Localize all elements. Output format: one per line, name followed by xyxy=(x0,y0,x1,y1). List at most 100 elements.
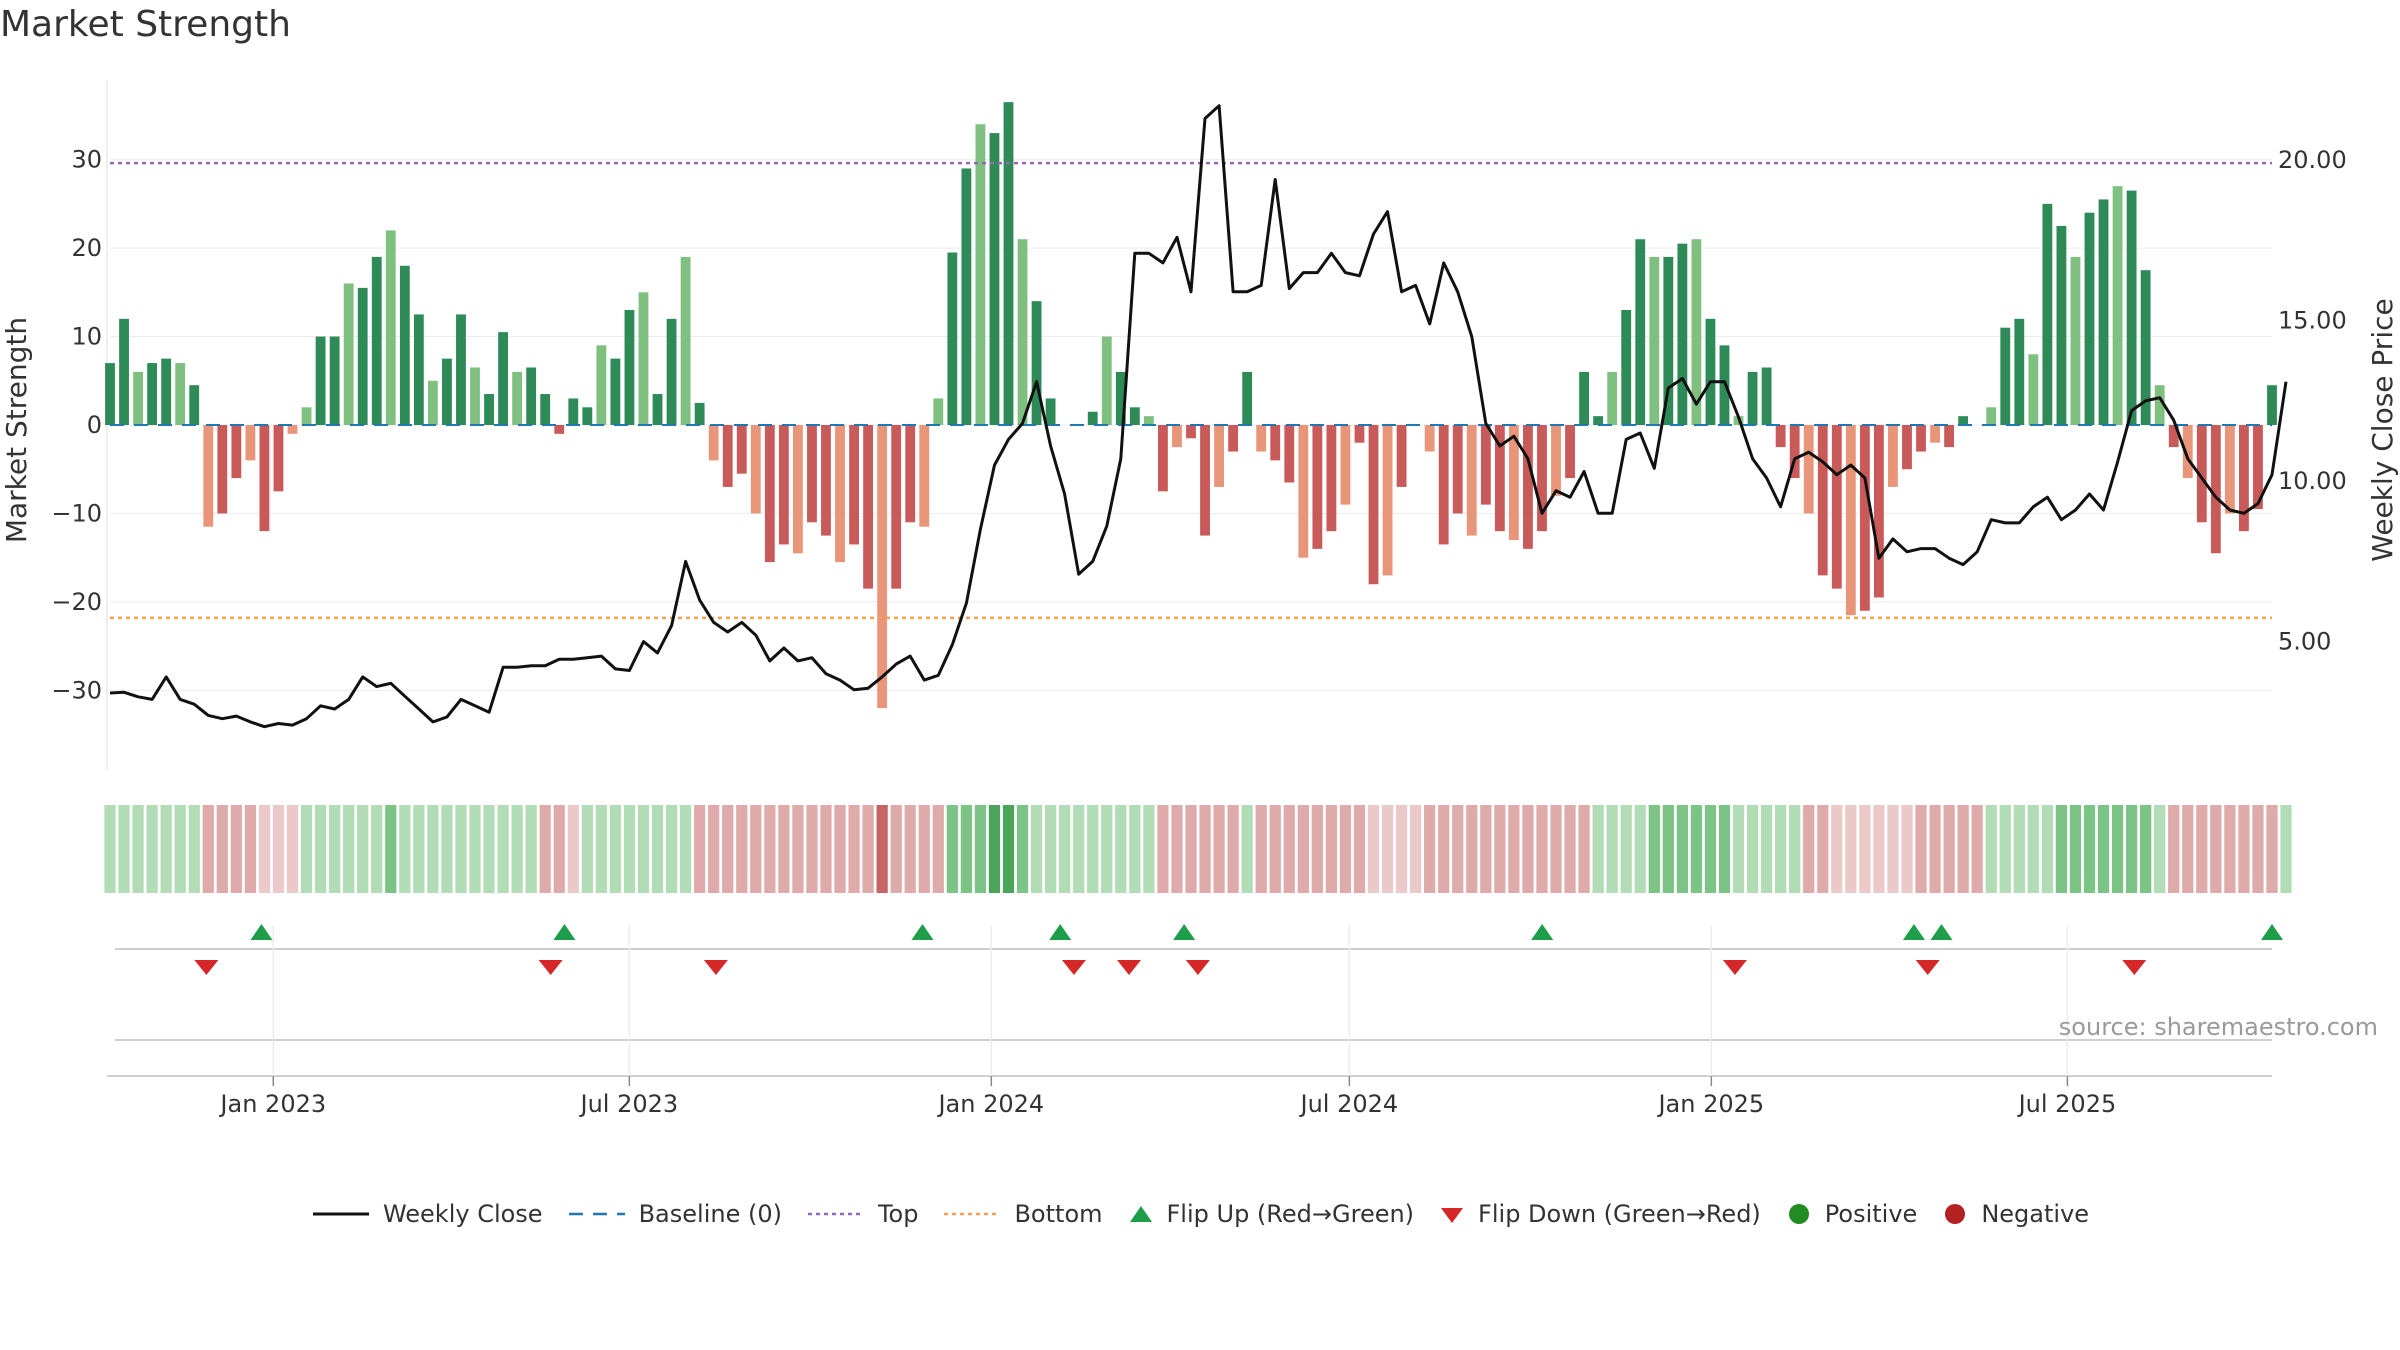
band-cell xyxy=(918,805,930,893)
band-cell xyxy=(1283,805,1295,893)
strength-bar xyxy=(1480,425,1491,505)
band-cell xyxy=(1395,805,1408,893)
band-cell xyxy=(2168,805,2180,893)
band-cell xyxy=(1676,805,1688,893)
strength-bar xyxy=(1242,371,1253,425)
band-cell xyxy=(890,805,902,893)
strength-bar xyxy=(413,314,424,425)
flip-up-marker xyxy=(1531,924,1554,940)
strength-bar xyxy=(371,256,382,425)
flip-down-marker xyxy=(703,960,728,975)
strength-bar xyxy=(105,363,115,425)
band-cell xyxy=(792,805,804,893)
legend-label: Top xyxy=(877,1200,919,1228)
strength-bar xyxy=(596,345,607,425)
strength-bar xyxy=(736,425,747,474)
strength-bar xyxy=(231,425,242,479)
band-cell xyxy=(722,805,734,893)
legend-item: Flip Up (Red→Green) xyxy=(1127,1200,1415,1228)
band-cell xyxy=(1424,805,1436,893)
band-cell xyxy=(904,805,916,893)
band-cell xyxy=(146,805,158,893)
flip-down-marker xyxy=(2122,960,2147,975)
band-cell xyxy=(1452,805,1464,893)
x-tick-label: Jan 2024 xyxy=(936,1090,1044,1118)
strength-bar xyxy=(1312,425,1323,549)
bottom-legend-swatch xyxy=(944,1212,1001,1216)
band-cell xyxy=(1044,805,1057,893)
strength-bar xyxy=(1845,425,1856,616)
strength-bar xyxy=(1888,425,1898,487)
band-cell xyxy=(2013,805,2025,893)
band-cell xyxy=(174,805,186,893)
strength-bar xyxy=(301,407,312,425)
band-cell xyxy=(960,805,972,893)
strength-bar xyxy=(1691,239,1702,425)
band-cell xyxy=(1269,805,1281,893)
x-tick-label: Jul 2024 xyxy=(1299,1090,1399,1118)
strength-bar xyxy=(2000,327,2011,425)
flip-up-marker xyxy=(1173,924,1196,940)
band-cell xyxy=(132,805,144,893)
band-cell xyxy=(385,805,397,893)
strength-bar xyxy=(1326,425,1337,532)
band-cell xyxy=(778,805,790,893)
y2-axis-label: Weekly Close Price xyxy=(2366,298,2399,561)
band-cell xyxy=(1915,805,1927,893)
flip-down-marker xyxy=(1722,960,1747,975)
strength-bar xyxy=(540,394,551,425)
legend-label: Flip Up (Red→Green) xyxy=(1166,1200,1415,1228)
band-cell xyxy=(441,805,453,893)
band-cell xyxy=(2069,805,2082,893)
band-cell xyxy=(413,805,425,893)
strength-bar xyxy=(399,265,410,425)
band-cell xyxy=(1353,805,1366,893)
band-cell xyxy=(1185,805,1197,893)
band-cell xyxy=(848,805,860,893)
strength-bar xyxy=(1607,371,1618,425)
legend-label: Negative xyxy=(1981,1200,2090,1228)
band-cell xyxy=(820,805,832,893)
reference-lines xyxy=(110,161,2272,620)
band-cell xyxy=(595,805,607,893)
strength-bar xyxy=(2098,199,2109,425)
strength-bar xyxy=(1172,425,1182,448)
strength-bar xyxy=(2126,190,2137,425)
strength-bar xyxy=(2154,385,2165,425)
band-cell xyxy=(1775,805,1787,893)
strength-bar xyxy=(1045,398,1056,425)
legend-item: Bottom xyxy=(942,1200,1103,1228)
x-axis-ticks: Jan 2023 Jul 2023 Jan 2024 Jul 2024 Jan 2025… xyxy=(218,925,2116,1118)
strength-bar xyxy=(933,398,944,425)
strength-bar xyxy=(722,425,733,487)
band-cell xyxy=(188,805,200,893)
band-cell xyxy=(2041,805,2053,893)
y-tick-label: 0 xyxy=(87,411,102,439)
strength-bar xyxy=(1789,425,1800,479)
strength-bar xyxy=(1761,367,1772,425)
band-cell xyxy=(581,805,593,893)
band-cell xyxy=(104,805,116,893)
band-cell xyxy=(469,805,481,893)
strength-bar xyxy=(666,318,677,425)
band-cell xyxy=(1227,805,1239,893)
positive-legend-swatch xyxy=(1788,1204,1809,1224)
strength-bar xyxy=(1494,425,1505,532)
band-cell xyxy=(1059,805,1071,893)
strength-bar xyxy=(2084,212,2095,425)
strength-bar xyxy=(554,425,565,434)
band-cell xyxy=(2027,805,2039,893)
band-cell xyxy=(1817,805,1829,893)
band-cell xyxy=(455,805,467,893)
strength-bar xyxy=(582,407,593,425)
strength-bar xyxy=(1354,425,1365,443)
top-legend-swatch xyxy=(807,1212,864,1216)
band-cell xyxy=(1971,805,1983,893)
band-cell xyxy=(1311,805,1323,893)
strength-bar xyxy=(1621,310,1632,425)
band-cell xyxy=(1550,805,1562,893)
chart-title: Market Strength xyxy=(0,4,291,45)
band-cell xyxy=(525,805,537,893)
strength-bar xyxy=(1635,239,1646,425)
strength-bar xyxy=(1115,371,1126,425)
